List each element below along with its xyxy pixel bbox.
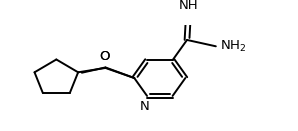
Text: N: N <box>139 100 149 113</box>
Text: NH: NH <box>179 0 198 12</box>
Text: NH$_2$: NH$_2$ <box>220 39 246 54</box>
Text: O: O <box>99 50 109 63</box>
Text: O: O <box>100 50 110 63</box>
